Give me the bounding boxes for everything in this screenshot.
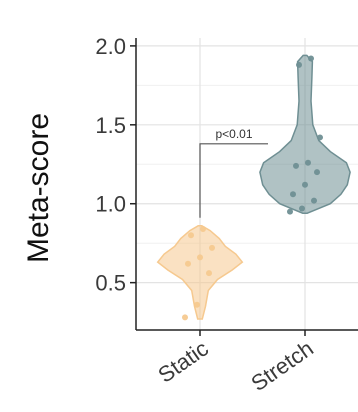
axes [135, 38, 358, 331]
y-tick-label: 1.5 [95, 113, 126, 138]
data-point-static [185, 260, 191, 267]
data-point-stretch [302, 181, 308, 188]
x-tick-label: Stretch [246, 336, 317, 396]
data-point-stretch [308, 55, 314, 62]
violin-stretch [259, 54, 351, 214]
data-point-stretch [311, 197, 317, 204]
significance-annotation: p<0.01 [199, 127, 268, 218]
y-tick-label: 2.0 [95, 34, 126, 59]
data-point-static [197, 254, 203, 261]
data-point-stretch [317, 134, 323, 141]
data-point-static [188, 232, 194, 239]
data-point-stretch [287, 208, 293, 215]
data-point-static [200, 225, 206, 232]
violin-static [156, 225, 244, 320]
data-points [182, 55, 323, 321]
violins [156, 54, 351, 320]
data-point-stretch [305, 159, 311, 166]
data-point-static [206, 270, 212, 277]
y-axis-title: Meta-score [22, 113, 55, 263]
data-point-stretch [314, 169, 320, 176]
data-point-stretch [296, 61, 302, 68]
data-point-stretch [290, 191, 296, 198]
p-value-label: p<0.01 [215, 127, 252, 141]
x-ticks: Static Stretch [153, 330, 318, 396]
y-tick-label: 0.5 [95, 271, 126, 296]
data-point-stretch [293, 162, 299, 169]
significance-bracket [199, 143, 268, 218]
data-point-static [194, 301, 200, 308]
x-tick-label: Static [153, 336, 212, 388]
data-point-stretch [299, 205, 305, 212]
data-point-static [209, 244, 215, 251]
y-ticks: 0.5 1.0 1.5 2.0 [95, 34, 136, 296]
y-tick-label: 1.0 [95, 192, 126, 217]
data-point-static [182, 314, 188, 321]
